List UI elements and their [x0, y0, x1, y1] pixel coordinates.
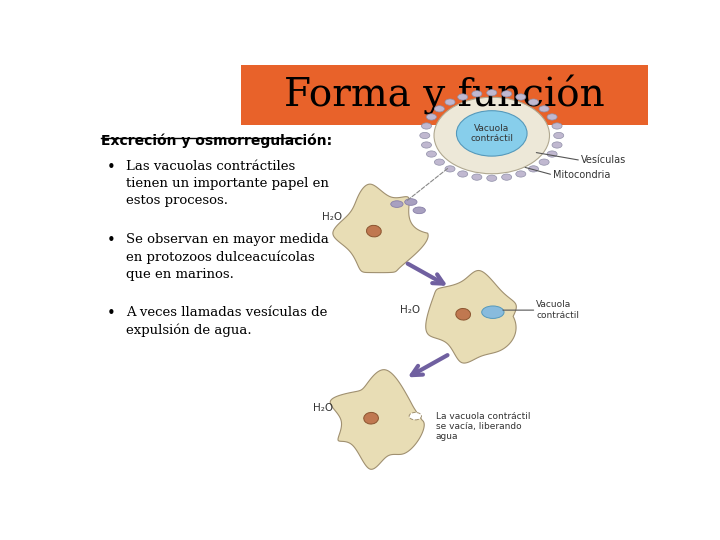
- Text: Mitocondria: Mitocondria: [553, 170, 611, 180]
- Ellipse shape: [554, 132, 564, 139]
- Text: La vacuola contráctil
se vacía, liberando
agua: La vacuola contráctil se vacía, liberand…: [436, 411, 531, 441]
- Text: Las vacuolas contráctiles
tienen un importante papel en
estos procesos.: Las vacuolas contráctiles tienen un impo…: [126, 160, 329, 207]
- Text: •: •: [107, 160, 115, 176]
- Ellipse shape: [426, 151, 436, 157]
- Ellipse shape: [516, 94, 526, 100]
- Text: H₂O: H₂O: [400, 305, 420, 315]
- Ellipse shape: [516, 171, 526, 177]
- Ellipse shape: [434, 97, 549, 174]
- Text: Forma y función: Forma y función: [284, 75, 605, 115]
- Ellipse shape: [391, 201, 403, 207]
- Text: Vesículas: Vesículas: [581, 156, 626, 165]
- Ellipse shape: [405, 199, 417, 205]
- Ellipse shape: [547, 151, 557, 157]
- Ellipse shape: [413, 207, 426, 214]
- Ellipse shape: [547, 114, 557, 120]
- Polygon shape: [426, 271, 516, 363]
- Ellipse shape: [420, 132, 430, 139]
- Ellipse shape: [434, 159, 444, 165]
- Text: •: •: [107, 233, 115, 248]
- Polygon shape: [330, 370, 424, 469]
- Ellipse shape: [552, 123, 562, 129]
- Ellipse shape: [445, 166, 455, 172]
- Ellipse shape: [456, 111, 527, 156]
- Ellipse shape: [421, 142, 431, 148]
- Ellipse shape: [528, 166, 539, 172]
- Ellipse shape: [539, 106, 549, 112]
- Ellipse shape: [487, 175, 497, 181]
- Ellipse shape: [528, 99, 539, 105]
- Ellipse shape: [539, 159, 549, 165]
- Ellipse shape: [426, 114, 436, 120]
- Text: A veces llamadas vesículas de
expulsión de agua.: A veces llamadas vesículas de expulsión …: [126, 306, 328, 336]
- Ellipse shape: [445, 99, 455, 105]
- Ellipse shape: [502, 91, 512, 97]
- Ellipse shape: [552, 142, 562, 148]
- Ellipse shape: [366, 225, 382, 237]
- Text: Excreción y osmorregulación:: Excreción y osmorregulación:: [101, 133, 333, 148]
- FancyBboxPatch shape: [240, 65, 648, 125]
- Ellipse shape: [456, 308, 470, 320]
- Ellipse shape: [502, 174, 512, 180]
- Ellipse shape: [472, 91, 482, 97]
- Text: •: •: [107, 306, 115, 321]
- Text: Se observan en mayor medida
en protozoos dulceacuícolas
que en marinos.: Se observan en mayor medida en protozoos…: [126, 233, 329, 281]
- Text: H₂O: H₂O: [322, 212, 342, 221]
- Ellipse shape: [421, 123, 431, 129]
- Polygon shape: [333, 184, 428, 273]
- Text: Vacuola
contráctil: Vacuola contráctil: [470, 124, 513, 143]
- Ellipse shape: [487, 90, 497, 96]
- Ellipse shape: [482, 306, 504, 319]
- Ellipse shape: [409, 413, 421, 420]
- Ellipse shape: [458, 94, 468, 100]
- Text: H₂O: H₂O: [313, 403, 333, 413]
- Ellipse shape: [364, 413, 379, 424]
- Ellipse shape: [458, 171, 468, 177]
- Ellipse shape: [472, 174, 482, 180]
- Text: Vacuola
contráctil: Vacuola contráctil: [536, 300, 580, 320]
- Ellipse shape: [434, 106, 444, 112]
